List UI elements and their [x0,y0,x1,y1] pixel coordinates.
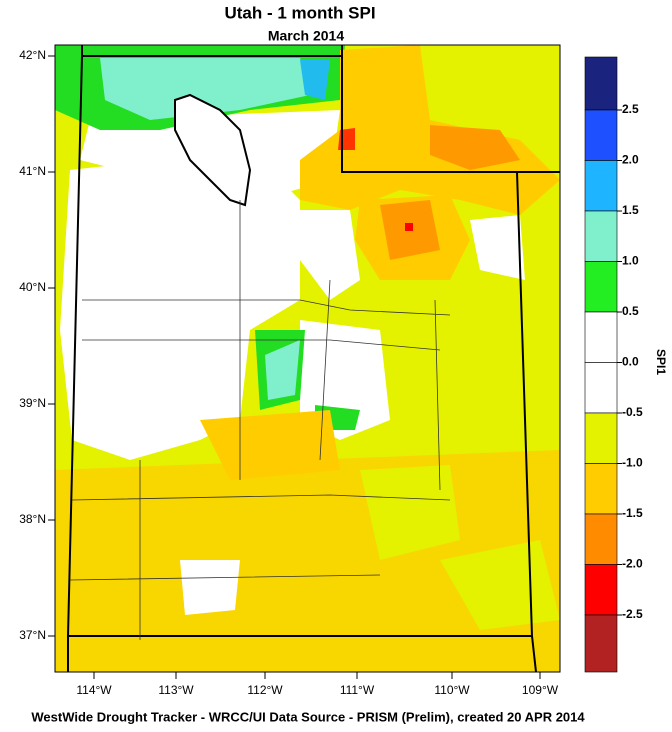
colorbar-bin [584,311,618,363]
colorbar-bin [584,261,618,313]
lon-label: 113°W [158,683,194,697]
colorbar-label: 1.0 [622,254,639,268]
lon-label: 112°W [247,683,283,697]
colorbar-bin [584,362,618,414]
colorbar-bin [584,564,618,616]
colorbar-label: -1.0 [622,456,643,470]
lat-label: 41°N [19,164,46,178]
colorbar-bin [584,513,618,565]
colorbar-bin [584,463,618,515]
colorbar-bin [584,56,618,111]
lat-label: 42°N [19,48,46,62]
colorbar-label: 2.0 [622,153,639,167]
colorbar-label: -2.0 [622,557,643,571]
colorbar-label: -0.5 [622,405,643,419]
subtitle: March 2014 [268,28,344,44]
lat-label: 37°N [19,628,46,642]
colorbar-label: 0.5 [622,304,639,318]
spi-map [55,45,560,672]
colorbar-label: 1.5 [622,203,639,217]
lat-label: 39°N [19,396,46,410]
lat-label: 38°N [19,512,46,526]
colorbar-bin [584,160,618,212]
title: Utah - 1 month SPI [224,3,375,22]
footer: WestWide Drought Tracker - WRCC/UI Data … [31,709,585,724]
lon-label: 111°W [340,683,375,697]
colorbar-bin [584,210,618,262]
lon-label: 114°W [76,683,112,697]
lon-label: 110°W [434,683,470,697]
lon-label: 109°W [522,683,559,697]
colorbar-label: -2.5 [622,607,643,621]
axis-ticks: 42°N 41°N 40°N 39°N 38°N 37°N 114°W 113°W 112°W 1… [19,48,559,697]
colorbar-label: 2.5 [622,102,639,116]
colorbar: 2.5 2.0 1.5 1.0 0.5 0.0 -0.5 -1.0 -1.5 -2.0 -2.5 SP… [584,56,668,673]
colorbar-label: -1.5 [622,506,643,520]
colorbar-bin [584,614,618,673]
colorbar-title: SPI1 [654,349,668,375]
colorbar-bin [584,412,618,464]
colorbar-bin [584,109,618,161]
lat-label: 40°N [19,280,46,294]
map-frame [54,44,561,673]
colorbar-label: 0.0 [622,355,639,369]
